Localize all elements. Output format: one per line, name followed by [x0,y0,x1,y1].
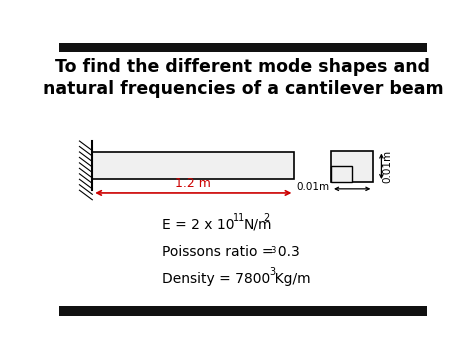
Bar [59,43,427,52]
Text: Density = 7800 Kg/m: Density = 7800 Kg/m [162,272,311,286]
Text: 0.01m: 0.01m [383,150,392,183]
Text: 2: 2 [263,213,269,223]
Bar [331,151,374,182]
Text: Poissons ratio = 0.3: Poissons ratio = 0.3 [162,245,300,259]
Bar [331,166,352,182]
Text: 3: 3 [269,267,275,277]
Bar [59,306,427,316]
Text: E = 2 x 10: E = 2 x 10 [162,218,235,231]
Text: 0.01m: 0.01m [296,182,329,192]
Text: 3: 3 [271,246,276,255]
Bar [92,152,294,179]
Text: N/m: N/m [244,218,273,231]
Text: 1.2 m: 1.2 m [175,177,211,190]
Text: 11: 11 [233,213,245,223]
Text: natural frequencies of a cantilever beam: natural frequencies of a cantilever beam [43,80,443,98]
Text: To find the different mode shapes and: To find the different mode shapes and [55,58,430,76]
